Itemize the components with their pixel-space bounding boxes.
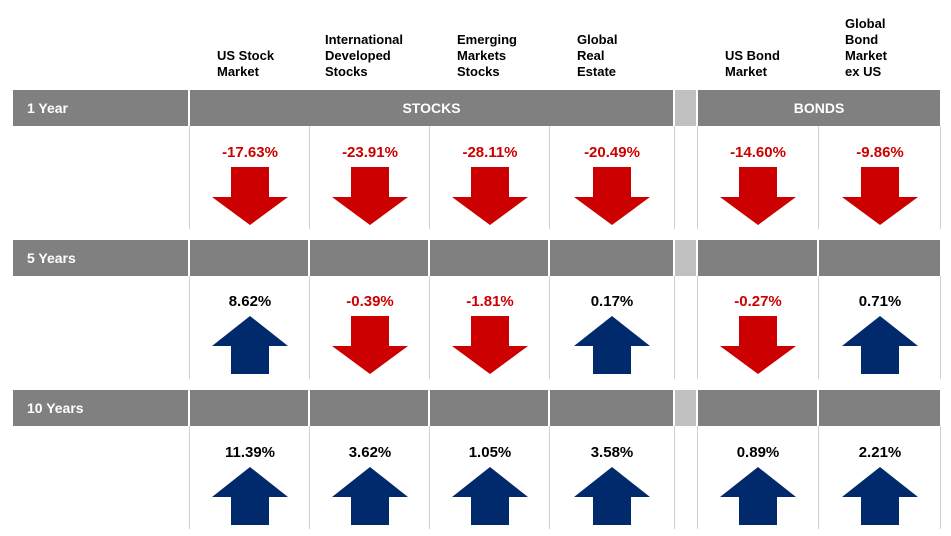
return-value: 0.17% bbox=[590, 293, 634, 310]
up-arrow-icon bbox=[842, 467, 918, 525]
return-value: 0.71% bbox=[858, 293, 902, 310]
cell-1-year-global-bond-market-ex-us: -9.86% bbox=[840, 143, 920, 227]
up-arrow-icon bbox=[574, 316, 650, 374]
cell-10-years-emerging-markets-stocks: 1.05% bbox=[450, 443, 530, 527]
down-arrow-icon bbox=[720, 167, 796, 225]
return-value: -23.91% bbox=[342, 144, 398, 161]
cell-divider bbox=[429, 426, 430, 529]
cell-10-years-us-bond-market: 0.89% bbox=[718, 443, 798, 527]
return-value: 3.58% bbox=[590, 444, 634, 461]
down-arrow-icon bbox=[452, 316, 528, 374]
cell-divider bbox=[818, 126, 819, 229]
row-label-5-years: 5 Years bbox=[27, 250, 76, 266]
return-value: -0.27% bbox=[734, 293, 782, 310]
up-arrow-icon bbox=[212, 467, 288, 525]
return-value: 8.62% bbox=[228, 293, 272, 310]
column-header-us-stock-market: US Stock Market bbox=[217, 48, 275, 79]
cell-1-year-us-bond-market: -14.60% bbox=[718, 143, 798, 227]
cell-1-year-emerging-markets-stocks: -28.11% bbox=[450, 143, 530, 227]
cell-divider bbox=[429, 276, 430, 379]
return-value: -14.60% bbox=[730, 144, 786, 161]
down-arrow-icon bbox=[574, 167, 650, 225]
down-arrow-icon bbox=[720, 316, 796, 374]
cell-divider bbox=[189, 276, 190, 379]
cell-divider bbox=[818, 276, 819, 379]
down-arrow-icon bbox=[332, 316, 408, 374]
cell-divider bbox=[674, 276, 675, 379]
cell-divider bbox=[697, 276, 698, 379]
cell-divider bbox=[940, 276, 941, 379]
cell-10-years-global-bond-market-ex-us: 2.21% bbox=[840, 443, 920, 527]
column-header-international-developed-stocks: International Developed Stocks bbox=[325, 32, 404, 79]
group-label-bonds: BONDS bbox=[793, 100, 845, 116]
cell-5-years-global-bond-market-ex-us: 0.71% bbox=[840, 292, 920, 376]
up-arrow-icon bbox=[212, 316, 288, 374]
return-value: -0.39% bbox=[346, 293, 394, 310]
up-arrow-icon bbox=[574, 467, 650, 525]
cell-divider bbox=[309, 426, 310, 529]
cell-divider bbox=[549, 126, 550, 229]
cell-divider bbox=[818, 426, 819, 529]
cell-divider bbox=[189, 126, 190, 229]
cell-divider bbox=[189, 426, 190, 529]
cell-divider bbox=[309, 126, 310, 229]
cell-10-years-us-stock-market: 11.39% bbox=[210, 443, 290, 527]
cell-divider bbox=[697, 426, 698, 529]
cell-divider bbox=[549, 276, 550, 379]
column-header-global-real-estate: Global Real Estate bbox=[577, 32, 618, 79]
down-arrow-icon bbox=[332, 167, 408, 225]
cell-5-years-us-stock-market: 8.62% bbox=[210, 292, 290, 376]
return-value: -1.81% bbox=[466, 293, 514, 310]
return-value: 0.89% bbox=[736, 444, 780, 461]
return-value: -28.11% bbox=[462, 144, 518, 161]
cell-divider bbox=[940, 126, 941, 229]
down-arrow-icon bbox=[452, 167, 528, 225]
column-header-global-bond-market-ex-us: Global Bond Market ex US bbox=[845, 16, 887, 79]
cell-divider bbox=[697, 126, 698, 229]
cell-1-year-international-developed-stocks: -23.91% bbox=[330, 143, 410, 227]
return-value: 3.62% bbox=[348, 444, 392, 461]
cell-5-years-emerging-markets-stocks: -1.81% bbox=[450, 292, 530, 376]
cell-divider bbox=[674, 126, 675, 229]
cell-divider bbox=[429, 126, 430, 229]
cell-1-year-global-real-estate: -20.49% bbox=[572, 143, 652, 227]
return-value: 2.21% bbox=[858, 444, 902, 461]
cell-divider bbox=[549, 426, 550, 529]
up-arrow-icon bbox=[720, 467, 796, 525]
cell-1-year-us-stock-market: -17.63% bbox=[210, 143, 290, 227]
return-value: -17.63% bbox=[222, 144, 278, 161]
row-label-10-years: 10 Years bbox=[27, 400, 84, 416]
cell-5-years-international-developed-stocks: -0.39% bbox=[330, 292, 410, 376]
return-value: -20.49% bbox=[584, 144, 640, 161]
group-label-stocks: STOCKS bbox=[402, 100, 461, 116]
return-value: 11.39% bbox=[224, 444, 276, 461]
cell-5-years-us-bond-market: -0.27% bbox=[718, 292, 798, 376]
up-arrow-icon bbox=[452, 467, 528, 525]
cell-divider bbox=[940, 426, 941, 529]
column-header-emerging-markets-stocks: Emerging Markets Stocks bbox=[457, 32, 517, 79]
row-label-1-year: 1 Year bbox=[27, 100, 69, 116]
column-header-us-bond-market: US Bond Market bbox=[725, 48, 780, 79]
cell-10-years-international-developed-stocks: 3.62% bbox=[330, 443, 410, 527]
up-arrow-icon bbox=[842, 316, 918, 374]
down-arrow-icon bbox=[212, 167, 288, 225]
return-value: 1.05% bbox=[468, 444, 512, 461]
cell-divider bbox=[674, 426, 675, 529]
return-value: -9.86% bbox=[856, 144, 904, 161]
up-arrow-icon bbox=[332, 467, 408, 525]
cell-divider bbox=[309, 276, 310, 379]
cell-5-years-global-real-estate: 0.17% bbox=[572, 292, 652, 376]
cell-10-years-global-real-estate: 3.58% bbox=[572, 443, 652, 527]
down-arrow-icon bbox=[842, 167, 918, 225]
